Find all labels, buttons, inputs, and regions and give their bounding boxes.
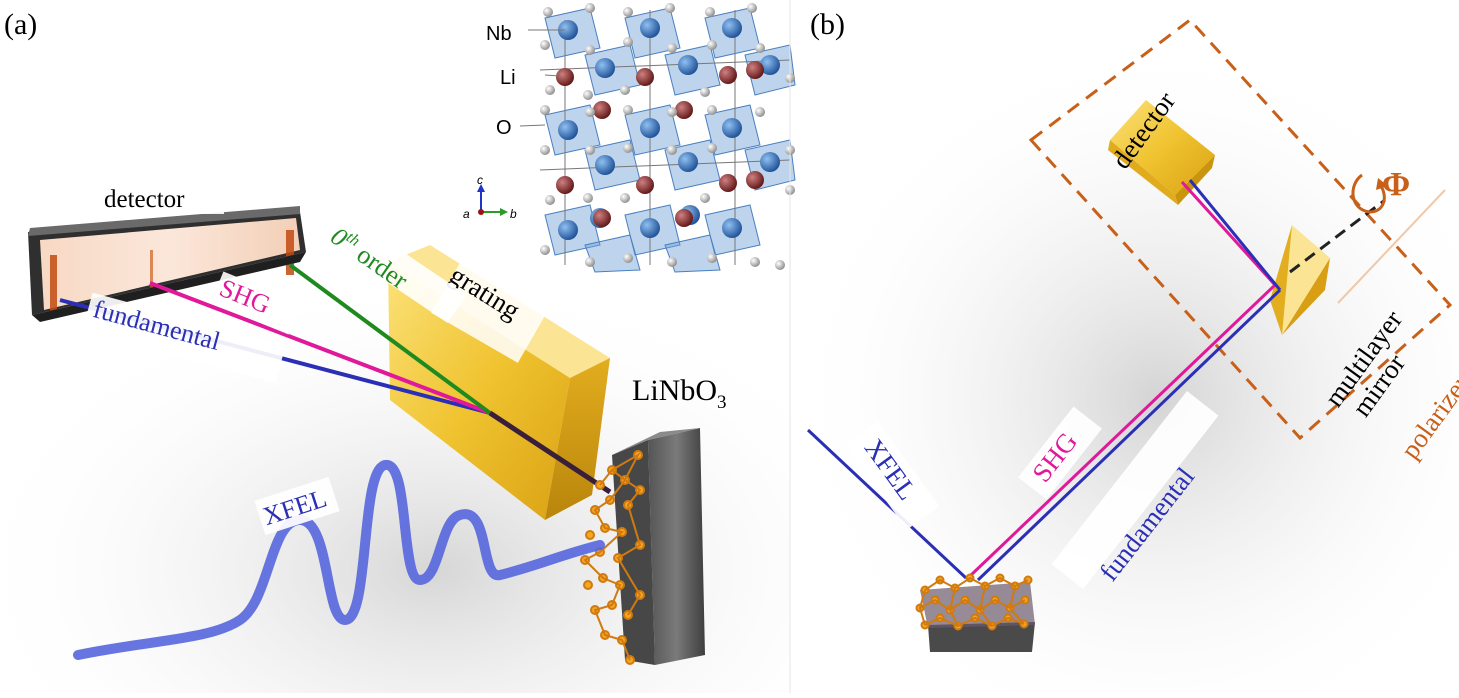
incident-beam-a — [488, 410, 612, 495]
nb-label: Nb — [486, 23, 512, 45]
sample-label-main: LiNbO — [632, 374, 717, 407]
phi-label: Φ — [1382, 166, 1410, 203]
fundamental-reflected — [1188, 179, 1282, 291]
o-label: O — [496, 117, 512, 139]
linbo3-crystal-a — [580, 450, 645, 665]
detector-a-label: detector — [104, 186, 185, 213]
panel-b-label: (b) — [810, 8, 845, 41]
linbo3-crystal-b — [915, 573, 1033, 631]
xfel-wave — [73, 460, 605, 660]
rotation-arrow — [1351, 173, 1386, 214]
polarizer-divider — [1337, 189, 1446, 304]
xfel-beam-b — [806, 428, 968, 580]
polarizer-frame — [1028, 17, 1453, 441]
shg-reflected — [1180, 180, 1277, 287]
zero-order-beam — [288, 263, 492, 415]
shg-beam-b — [968, 283, 1277, 578]
sample-block-a — [612, 428, 705, 665]
axis-a-label: a — [463, 207, 470, 221]
panel-a: (a) detector grating SHG 0th — [0, 3, 796, 693]
axis-b-label: b — [510, 207, 517, 221]
shg-beam-a — [149, 281, 491, 415]
rotation-arrowhead — [1376, 178, 1388, 190]
crystal-axes: c a b — [463, 173, 517, 221]
panel-a-label: (a) — [4, 8, 37, 41]
li-label: Li — [500, 67, 516, 89]
detector-b — [1108, 100, 1215, 205]
panel-b: (b) detector Φ — [790, 8, 1459, 693]
sample-label-a: LiNbO3 — [632, 374, 727, 413]
multilayer-mirror — [1270, 225, 1330, 335]
axis-c-label: c — [477, 173, 483, 187]
fundamental-beam-b — [976, 288, 1282, 582]
sample-label-sub: 3 — [717, 392, 727, 413]
